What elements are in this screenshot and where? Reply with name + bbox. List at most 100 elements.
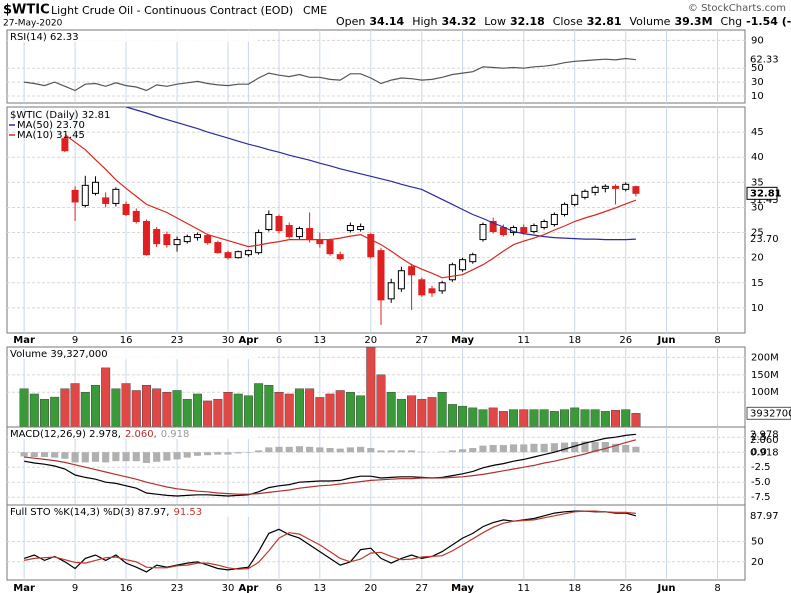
y-tick-label: 25 (751, 228, 764, 239)
x-tick-label: 27 (415, 335, 428, 346)
quote: Open 34.14 High 34.32 Low 32.18 Close 32.81 Volu… (336, 15, 791, 28)
legend: Full STO %K(14,3) %D(3) 87.97, 91.53 (10, 507, 202, 518)
x-tick-label: 26 (619, 335, 632, 346)
panel (6, 504, 746, 581)
histogram-bar (275, 446, 283, 453)
plot (20, 433, 640, 497)
candle-body (540, 221, 548, 229)
x-tick-label: 13 (313, 335, 326, 346)
y-tick-label: 50 (751, 63, 764, 74)
legend-bg (8, 348, 258, 359)
volume-bar (417, 398, 427, 427)
volume-bar (40, 398, 49, 427)
series-line (23, 510, 637, 573)
candle-body (255, 232, 263, 254)
x-tick-label: May (451, 583, 474, 593)
histogram-bar (336, 448, 344, 453)
histogram-bar (346, 447, 354, 453)
volume-bar (498, 411, 508, 427)
candle-body (387, 282, 395, 300)
candle-body (377, 250, 385, 301)
x-tick-label: Jun (657, 583, 676, 593)
quote-label: Chg (721, 15, 743, 28)
legend: MACD(12,26,9) 2.978, 2.060, 0.918 (10, 429, 189, 440)
plot (19, 347, 641, 427)
volume-bar (284, 393, 294, 427)
candle-body (306, 228, 314, 241)
y-tick-label: 10 (751, 303, 764, 314)
candle-body (428, 288, 436, 294)
candle-body (295, 228, 303, 238)
candle-body (612, 185, 620, 189)
x-tick-label: 9 (72, 335, 78, 346)
x-tick-label: 13 (313, 583, 326, 593)
legend-bg (8, 428, 258, 439)
volume-bar (580, 409, 590, 427)
histogram-bar (163, 452, 171, 461)
y-tick-label: 2.5 (751, 432, 767, 443)
candle-body (357, 226, 365, 231)
quote-value: 32.81 (587, 15, 622, 28)
histogram-bar (122, 452, 130, 462)
x-tick-label: Mar (13, 583, 35, 593)
histogram-bar (499, 445, 507, 453)
histogram-bar (326, 448, 334, 453)
value-tag: 2.978 (750, 429, 779, 440)
x-tick-label: 30 (222, 583, 235, 593)
candle-body (632, 186, 640, 194)
histogram-bar (438, 451, 446, 453)
volume-bar (152, 388, 162, 427)
candle-body (367, 234, 375, 258)
volume-bar (294, 388, 304, 427)
candle-body (489, 221, 497, 233)
histogram-bar (285, 446, 293, 453)
volume-bar (50, 396, 60, 427)
x-tick-label: 27 (415, 583, 428, 593)
legend-entry: 91.53 (173, 507, 202, 518)
volume-bar (376, 374, 386, 427)
candle-body (550, 213, 558, 226)
histogram-bar (571, 442, 579, 453)
candle-body (397, 270, 405, 290)
value-tag: 62.33 (750, 55, 779, 66)
plot (24, 57, 636, 92)
candle-body (571, 194, 579, 205)
histogram-bar (469, 448, 477, 453)
y-tick-label: -5.0 (751, 477, 771, 488)
volume-bar (509, 409, 519, 427)
candle-body (622, 183, 630, 190)
value-tag: 31.45 (750, 195, 779, 206)
histogram-bar (112, 452, 120, 462)
volume-bar (560, 409, 570, 427)
volume-bar (468, 407, 478, 427)
volume-bar (631, 413, 641, 427)
quote-value: 34.14 (369, 15, 404, 28)
histogram-bar (265, 447, 273, 453)
volume-bar (611, 410, 621, 427)
candle-body (520, 227, 528, 234)
histogram-bar (132, 452, 140, 462)
candle-body (561, 203, 569, 215)
x-tick-label: 16 (120, 335, 133, 346)
y-tick-label: 20 (751, 557, 764, 568)
candle-body (326, 240, 334, 255)
histogram-bar (61, 452, 69, 459)
x-tick-label: 6 (276, 583, 282, 593)
value-tag: 23.70 (750, 234, 779, 245)
candle-body (71, 189, 79, 203)
volume-bar (172, 390, 182, 427)
volume-bar (203, 400, 213, 427)
volume-bar (345, 392, 355, 427)
y-tick-label: 40 (751, 152, 764, 163)
legend-bg (8, 31, 258, 42)
x-tick-label: 8 (714, 583, 720, 593)
x-tick-label: 23 (171, 335, 184, 346)
volume-bar (274, 392, 284, 427)
histogram-bar (560, 442, 569, 453)
histogram-bar (591, 442, 599, 453)
histogram-bar (183, 452, 191, 458)
y-tick-label: 50 (751, 536, 764, 547)
volume-bar (447, 404, 457, 427)
y-tick-label: 100M (751, 387, 779, 398)
